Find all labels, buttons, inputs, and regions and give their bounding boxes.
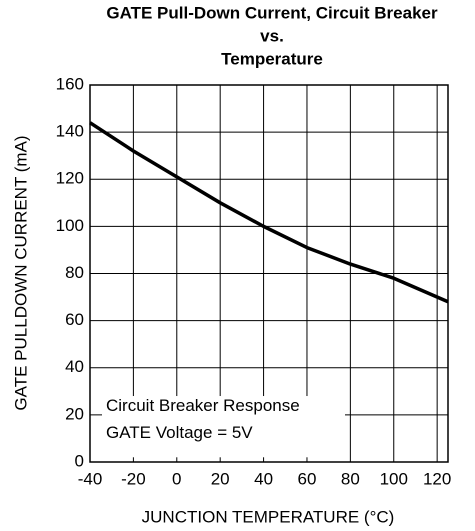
x-axis-label: JUNCTION TEMPERATURE (°C) — [142, 507, 395, 526]
y-tick-label: 120 — [56, 169, 84, 188]
annotation: Circuit Breaker Response — [106, 396, 300, 415]
chart-title: vs. — [260, 26, 284, 45]
chart-title: Temperature — [221, 49, 323, 68]
y-tick-label: 160 — [56, 74, 84, 93]
x-tick-label: 0 — [172, 469, 181, 488]
data-line — [89, 121, 449, 304]
annotation-box — [102, 396, 345, 458]
chart-title: GATE Pull-Down Current, Circuit Breaker — [106, 3, 438, 22]
x-tick-label: -20 — [121, 469, 146, 488]
x-tick-label: 60 — [298, 469, 317, 488]
y-tick-label: 40 — [65, 357, 84, 376]
x-tick-label: 100 — [380, 469, 408, 488]
y-tick-label: 140 — [56, 122, 84, 141]
y-tick-label: 0 — [75, 451, 84, 470]
annotation: GATE Voltage = 5V — [106, 423, 253, 442]
x-tick-label: -40 — [78, 469, 103, 488]
x-tick-label: 20 — [211, 469, 230, 488]
plot-frame — [89, 84, 449, 463]
y-tick-label: 60 — [65, 310, 84, 329]
x-tick-label: 120 — [423, 469, 451, 488]
x-tick-label: 80 — [341, 469, 360, 488]
y-axis-label: GATE PULLDOWN CURRENT (mA) — [11, 135, 30, 410]
y-tick-label: 80 — [65, 263, 84, 282]
y-tick-label: 20 — [65, 404, 84, 423]
x-tick-label: 40 — [254, 469, 273, 488]
y-tick-label: 100 — [56, 216, 84, 235]
